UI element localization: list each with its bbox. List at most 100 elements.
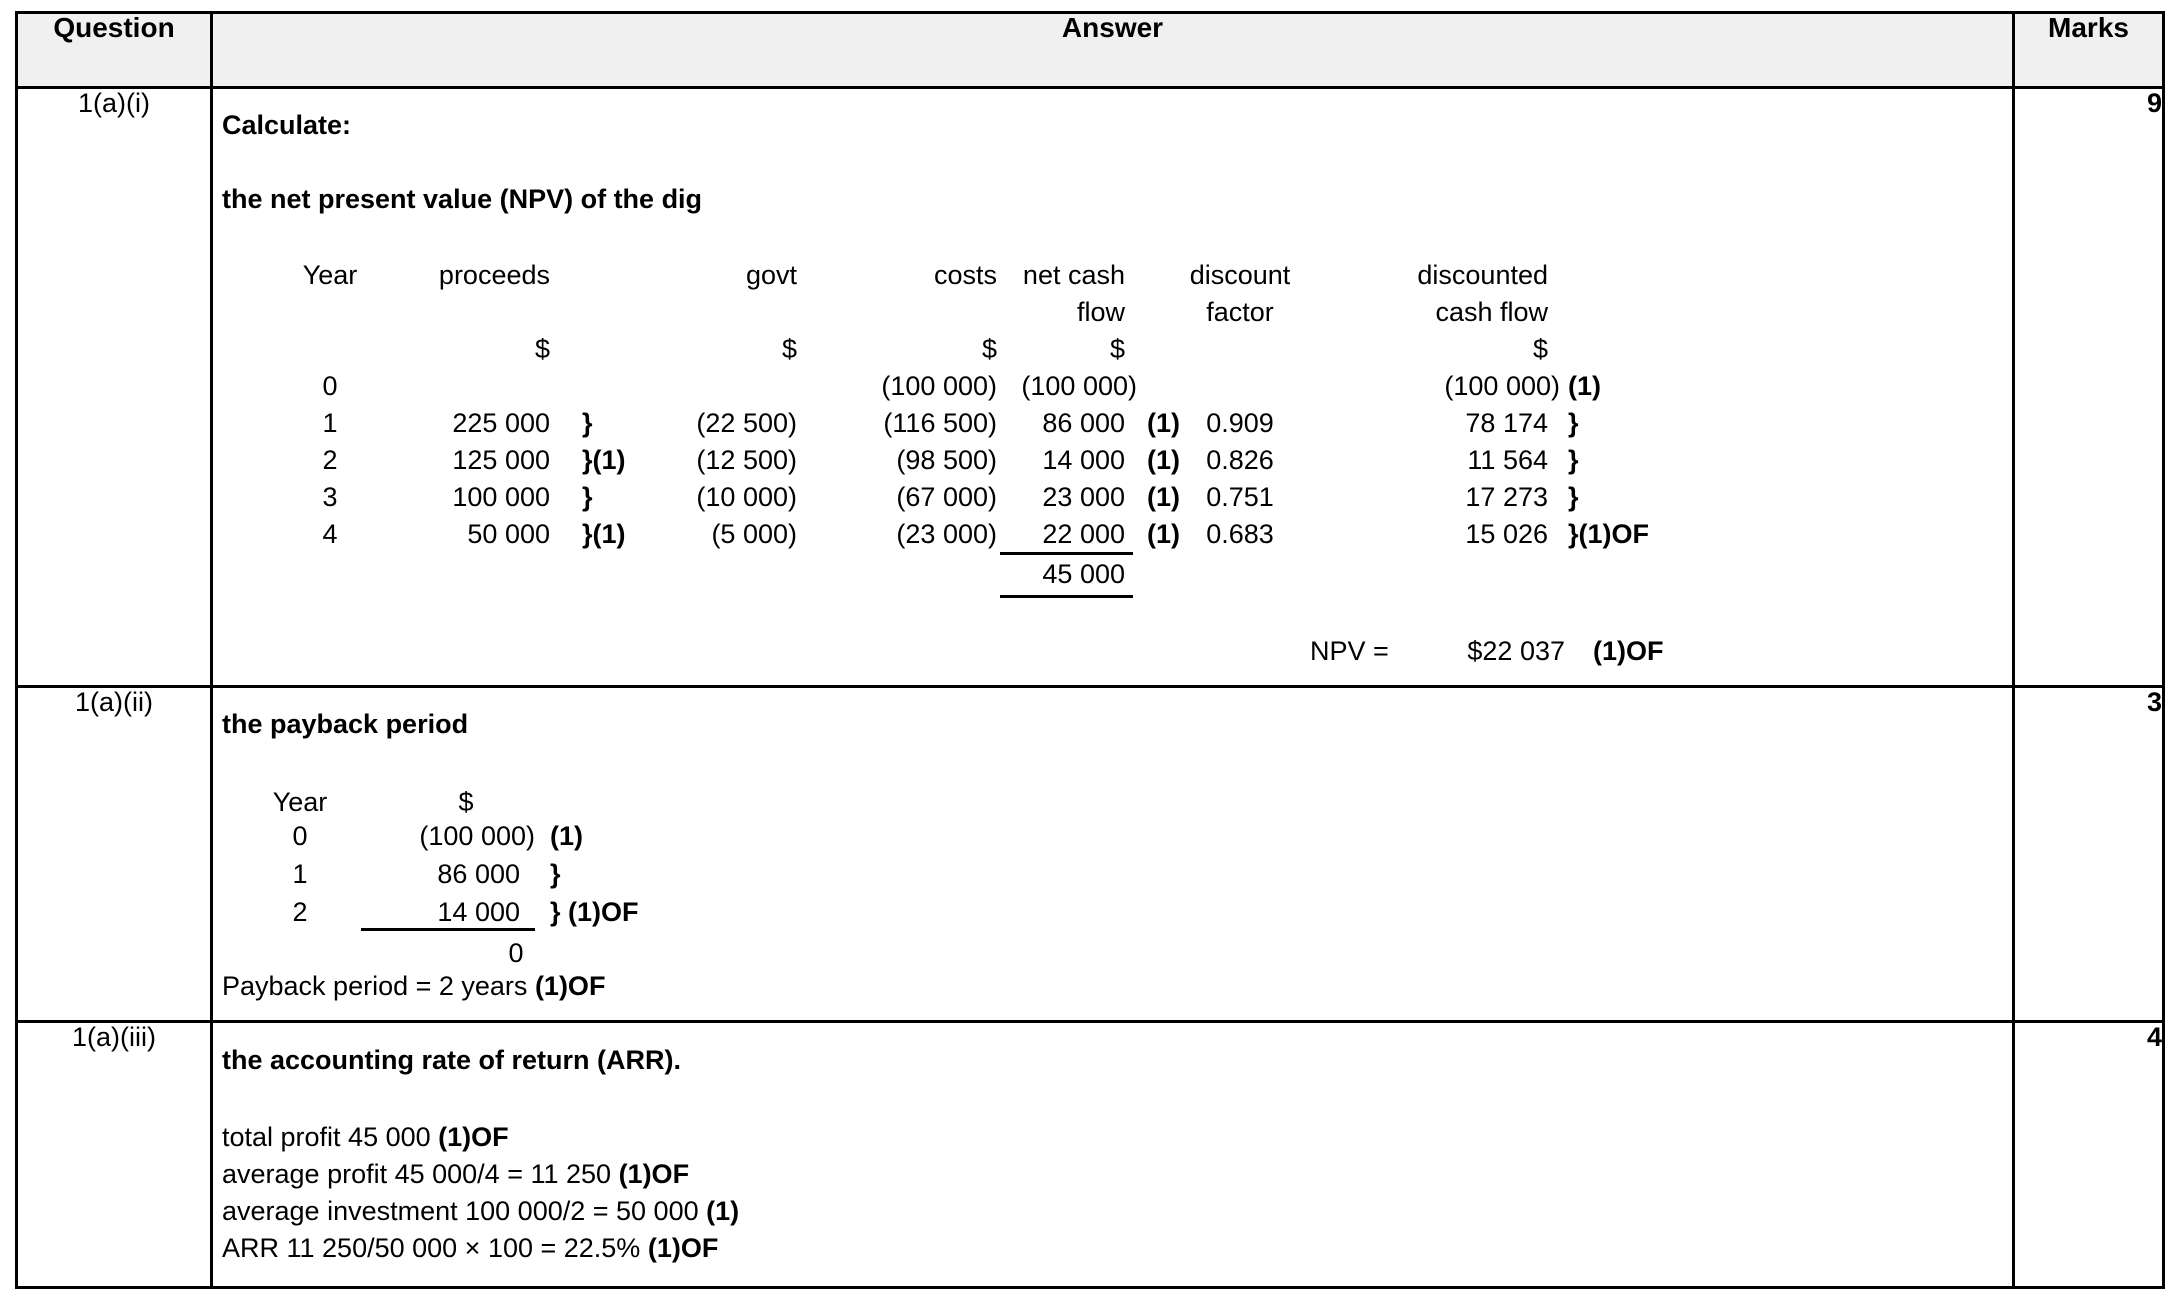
npv-mark-annotation: }(1)OF (1568, 519, 1649, 549)
payback-year: 0 (292, 821, 308, 851)
npv-mark-annotation: } (1568, 445, 1579, 475)
ncf-total-rule-top (1000, 552, 1133, 555)
npv-mark: (1) (1147, 445, 1180, 475)
npv-govt: (10 000) (696, 482, 797, 512)
arr-line-result: ARR 11 250/50 000 × 100 = 22.5% (1)OF (222, 1234, 718, 1262)
arr-mark: (1)OF (647, 1233, 719, 1263)
payback-total-rule (361, 928, 535, 931)
npv-header-govt: govt (745, 260, 797, 290)
payback-value: 86 000 (437, 859, 520, 889)
npv-brace: }(1) (582, 519, 626, 549)
npv-brace: }(1) (582, 445, 626, 475)
npv-ncf: (100 000) (1021, 371, 1137, 401)
arr-line-average-investment: average investment 100 000/2 = 50 000 (1… (222, 1197, 739, 1225)
arr-line-total-profit: total profit 45 000 (1)OF (222, 1123, 509, 1151)
npv-ncf: 14 000 (1042, 445, 1125, 475)
npv-discount-factor: 0.751 (1206, 482, 1274, 512)
payback-total-value: 0 (508, 938, 524, 968)
marks-value-1ai: 9 (2012, 86, 2165, 688)
npv-discount-factor: 0.826 (1206, 445, 1274, 475)
table-header-row: Question Answer Marks (15, 11, 2165, 89)
payback-mark-annotation: (1) (550, 821, 583, 851)
npv-header-cashflow: cash flow (1435, 297, 1548, 327)
arr-mark: (1) (706, 1196, 740, 1226)
npv-ncf: 23 000 (1042, 482, 1125, 512)
npv-mark-annotation: (1) (1568, 371, 1601, 401)
payback-title: the payback period (222, 709, 469, 739)
payback-header-dollar: $ (458, 787, 474, 817)
npv-dcf: (100 000) (1444, 371, 1560, 401)
mark-scheme-table: Question Answer Marks 1(a)(i) Calculate:… (15, 11, 2165, 1289)
npv-proceeds: 100 000 (452, 482, 550, 512)
npv-dcf: 15 026 (1465, 519, 1548, 549)
npv-dollar-ncf: $ (1109, 334, 1125, 364)
npv-year: 0 (322, 371, 338, 401)
npv-brace: } (582, 482, 593, 512)
arr-text: average profit 45 000/4 = 11 250 (222, 1159, 619, 1189)
npv-mark: (1) (1147, 408, 1180, 438)
table-row: 1(a)(iii) the accounting rate of return … (15, 1020, 2165, 1289)
npv-result-row: NPV = $22 037 (1)OF (213, 637, 2012, 665)
arr-text: ARR 11 250/50 000 × 100 = 22.5% (222, 1233, 648, 1263)
npv-header-netcash: net cash (1022, 260, 1125, 290)
npv-dollar-proceeds: $ (534, 334, 550, 364)
npv-result-value: $22 037 (1467, 636, 1565, 666)
question-label-1aii: 1(a)(ii) (15, 685, 213, 1023)
npv-costs: (67 000) (896, 482, 997, 512)
npv-data-row-year3: 3 100 000 } (10 000) (67 000) 23 000 (1)… (213, 483, 2012, 511)
column-header-marks: Marks (2012, 11, 2165, 89)
payback-conclusion: Payback period = 2 years (1)OF (222, 972, 605, 1000)
npv-result-mark: (1)OF (1593, 636, 1664, 666)
arr-text: total profit 45 000 (222, 1122, 439, 1152)
npv-year: 3 (322, 482, 338, 512)
npv-dcf: 78 174 (1465, 408, 1548, 438)
npv-mark: (1) (1147, 519, 1180, 549)
npv-header-discounted: discounted (1417, 260, 1548, 290)
npv-mark-annotation: } (1568, 482, 1579, 512)
payback-year: 2 (292, 897, 308, 927)
npv-costs: (100 000) (881, 371, 997, 401)
payback-conclusion-text: Payback period = 2 years (222, 971, 535, 1001)
marks-value-1aii: 3 (2012, 685, 2165, 1023)
npv-costs: (98 500) (896, 445, 997, 475)
npv-ncf: 22 000 (1042, 519, 1125, 549)
arr-title: the accounting rate of return (ARR). (222, 1045, 682, 1075)
npv-mark: (1) (1147, 482, 1180, 512)
payback-mark-annotation: } (550, 859, 561, 889)
npv-header-discount: discount (1189, 260, 1291, 290)
payback-row-year2: 2 14 000 } (1)OF (213, 898, 2012, 926)
column-header-question: Question (15, 11, 213, 89)
npv-header-flow: flow (1076, 297, 1125, 327)
payback-value: 14 000 (437, 897, 520, 927)
npv-header-factor: factor (1206, 297, 1274, 327)
npv-govt: (12 500) (696, 445, 797, 475)
npv-header-costs: costs (933, 260, 997, 290)
payback-total-row: 0 (213, 939, 2012, 967)
payback-header-year: Year (272, 787, 328, 817)
npv-header-row-1: Year proceeds govt costs net cash discou… (213, 261, 2012, 289)
npv-costs: (23 000) (896, 519, 997, 549)
npv-header-proceeds: proceeds (438, 260, 550, 290)
npv-ncf: 86 000 (1042, 408, 1125, 438)
npv-dollar-costs: $ (981, 334, 997, 364)
npv-dcf: 17 273 (1465, 482, 1548, 512)
npv-govt: (5 000) (711, 519, 797, 549)
npv-data-row-year0: 0 (100 000) (100 000) (100 000) (1) (213, 372, 2012, 400)
npv-result-label: NPV = (1310, 636, 1389, 666)
npv-title-calculate: Calculate: (222, 110, 352, 140)
payback-row-year0: 0 (100 000) (1) (213, 822, 2012, 850)
npv-data-row-year4: 4 50 000 }(1) (5 000) (23 000) 22 000 (1… (213, 520, 2012, 548)
payback-conclusion-mark: (1)OF (534, 971, 606, 1001)
npv-govt: (22 500) (696, 408, 797, 438)
npv-proceeds: 125 000 (452, 445, 550, 475)
npv-year: 4 (322, 519, 338, 549)
arr-mark: (1)OF (438, 1122, 509, 1152)
payback-mark-annotation: } (1)OF (550, 897, 639, 927)
npv-dollar-dcf: $ (1532, 334, 1548, 364)
arr-text: average investment 100 000/2 = 50 000 (222, 1196, 707, 1226)
payback-year: 1 (292, 859, 308, 889)
column-header-answer: Answer (210, 11, 2015, 89)
npv-discount-factor: 0.683 (1206, 519, 1274, 549)
arr-line-average-profit: average profit 45 000/4 = 11 250 (1)OF (222, 1160, 689, 1188)
